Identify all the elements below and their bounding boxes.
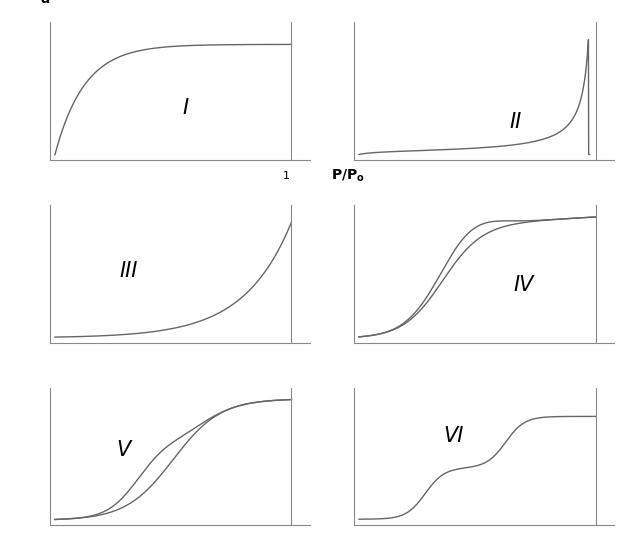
Text: II: II bbox=[510, 112, 522, 131]
Text: $\mathbf{N}_\mathbf{a}$: $\mathbf{N}_\mathbf{a}$ bbox=[24, 0, 50, 6]
Text: $\mathbf{P/P_o}$: $\mathbf{P/P_o}$ bbox=[331, 167, 365, 183]
Text: IV: IV bbox=[514, 275, 534, 295]
Text: V: V bbox=[116, 439, 130, 459]
Text: I: I bbox=[182, 98, 189, 118]
Text: 1: 1 bbox=[283, 171, 290, 181]
Text: III: III bbox=[119, 261, 137, 281]
Text: VI: VI bbox=[443, 426, 463, 446]
